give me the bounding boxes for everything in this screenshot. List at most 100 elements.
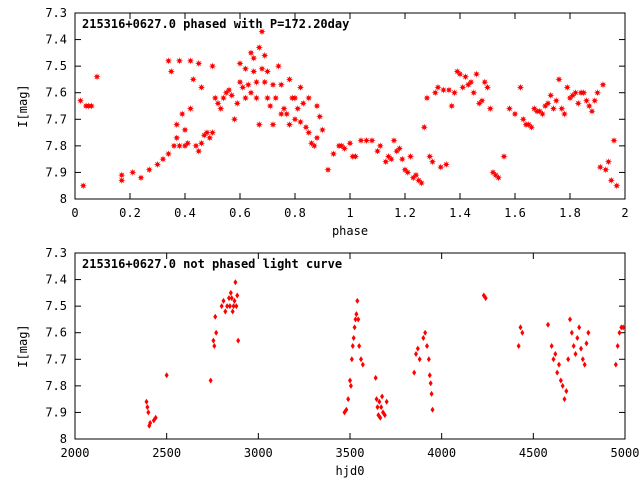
phased-data-point [241,65,250,73]
light-curve-data-point [221,297,226,304]
phased-data-point [167,67,175,76]
phased-data-point [613,182,621,190]
light-curve-data-point [349,356,354,363]
phased-plot-xlabel: phase [332,224,368,238]
light-curve-xtick-label: 4500 [519,446,548,460]
phased-ytick-label: 7.8 [45,139,67,153]
phased-data-point [211,94,219,102]
phased-data-point [208,62,217,70]
phased-data-point [214,99,222,107]
phased-data-point [274,62,283,70]
light-curve-data-point [374,396,379,403]
light-curve-data-point [164,372,169,379]
light-curve-data-point [373,374,378,381]
phased-data-point [247,49,255,57]
phased-data-point [294,105,302,113]
phased-data-point [236,78,244,86]
light-curve-data-point [211,337,216,344]
light-curve-xtick-label: 3000 [244,446,273,460]
phased-data-point [423,94,431,102]
phased-data-point [549,105,558,113]
phased-data-point [596,163,604,171]
light-curve-ytick-label: 7.9 [45,405,67,419]
phased-data-point [318,126,327,134]
light-curve-data-point [577,324,582,331]
phased-data-point [118,171,126,179]
phased-data-point [390,136,398,145]
phased-data-point [538,110,547,118]
phased-data-point [376,142,384,150]
light-curve-data-point [379,404,384,411]
phased-data-point [272,94,280,102]
light-curve-data-point [568,316,572,323]
phased-data-point [263,94,272,102]
phased-data-point [252,78,261,86]
phased-xtick-label: 1.6 [504,206,526,220]
light-curve-data-point [228,289,233,296]
phased-data-point [486,105,494,113]
phased-data-point [261,51,269,60]
light-curve-data-point [235,292,240,299]
light-curve-data-point [562,396,567,403]
light-curve-data-point [384,398,389,405]
phased-data-point [258,65,266,73]
phased-data-point [283,110,291,118]
light-curve-data-point [219,303,224,310]
phased-data-point [178,110,186,118]
phased-data-point [129,168,137,177]
light-curve-ytick-label: 8 [60,432,67,446]
light-curve-data-point [375,404,380,411]
phased-ytick-label: 7.6 [45,86,67,100]
phased-data-point [563,83,571,91]
phased-data-point [76,97,85,105]
phased-data-point [395,144,404,153]
light-curve-data-point [233,279,238,286]
light-curve-data-point [227,303,232,310]
light-curve-data-point [213,313,218,320]
phased-xtick-label: 0.8 [284,206,306,220]
phased-data-point [313,102,321,110]
phased-data-point [159,155,167,163]
light-curve-ytick-label: 7.7 [45,352,67,366]
phased-data-point [310,142,318,150]
phased-xtick-label: 0.6 [229,206,251,220]
phased-data-point [316,113,324,121]
phased-data-point [500,152,508,161]
phased-data-point [93,73,101,81]
phased-data-point [602,166,610,174]
light-curve-data-point [214,329,219,336]
phased-data-point [483,83,492,91]
phased-data-point [186,105,195,113]
phased-data-point [362,136,371,145]
light-curve-xtick-label: 2500 [152,446,181,460]
phased-data-point [219,94,228,102]
phased-ytick-label: 7.9 [45,165,67,179]
phased-data-point [456,70,464,78]
phased-data-point [560,110,569,118]
light-curve-data-point [582,361,587,368]
phased-data-point [269,121,277,129]
light-curve-data-point [558,377,563,384]
phased-plot: 0 0.2 0.4 0.6 0.8 1 1.2 1.4 1.6 1.8 2 7.3 7.4 7.5 7.6 7… [16,6,629,238]
light-curve-data-point [421,335,426,342]
phased-data-point [448,102,456,110]
phased-data-point [186,57,195,65]
light-curve-data-point [355,297,360,304]
phased-data-point [544,99,552,107]
light-curve-plot-ylabel: I[mag] [16,324,30,367]
light-curve-data-point [615,343,620,349]
light-curve-data-point [230,308,235,315]
phased-data-point [285,75,294,84]
light-curve-data-point [232,297,237,304]
phased-data-point [181,126,189,134]
phased-data-point [241,94,250,102]
light-curve-data-point [229,295,234,302]
phased-data-point [387,155,395,163]
light-curve-data-point [378,414,383,421]
light-curve-data-point [426,356,431,363]
phased-data-point [313,134,321,142]
light-curve-data-point [516,343,521,349]
phased-ytick-label: 7.7 [45,112,67,126]
light-curve-data-point [546,321,550,328]
phased-data-point [255,121,263,129]
